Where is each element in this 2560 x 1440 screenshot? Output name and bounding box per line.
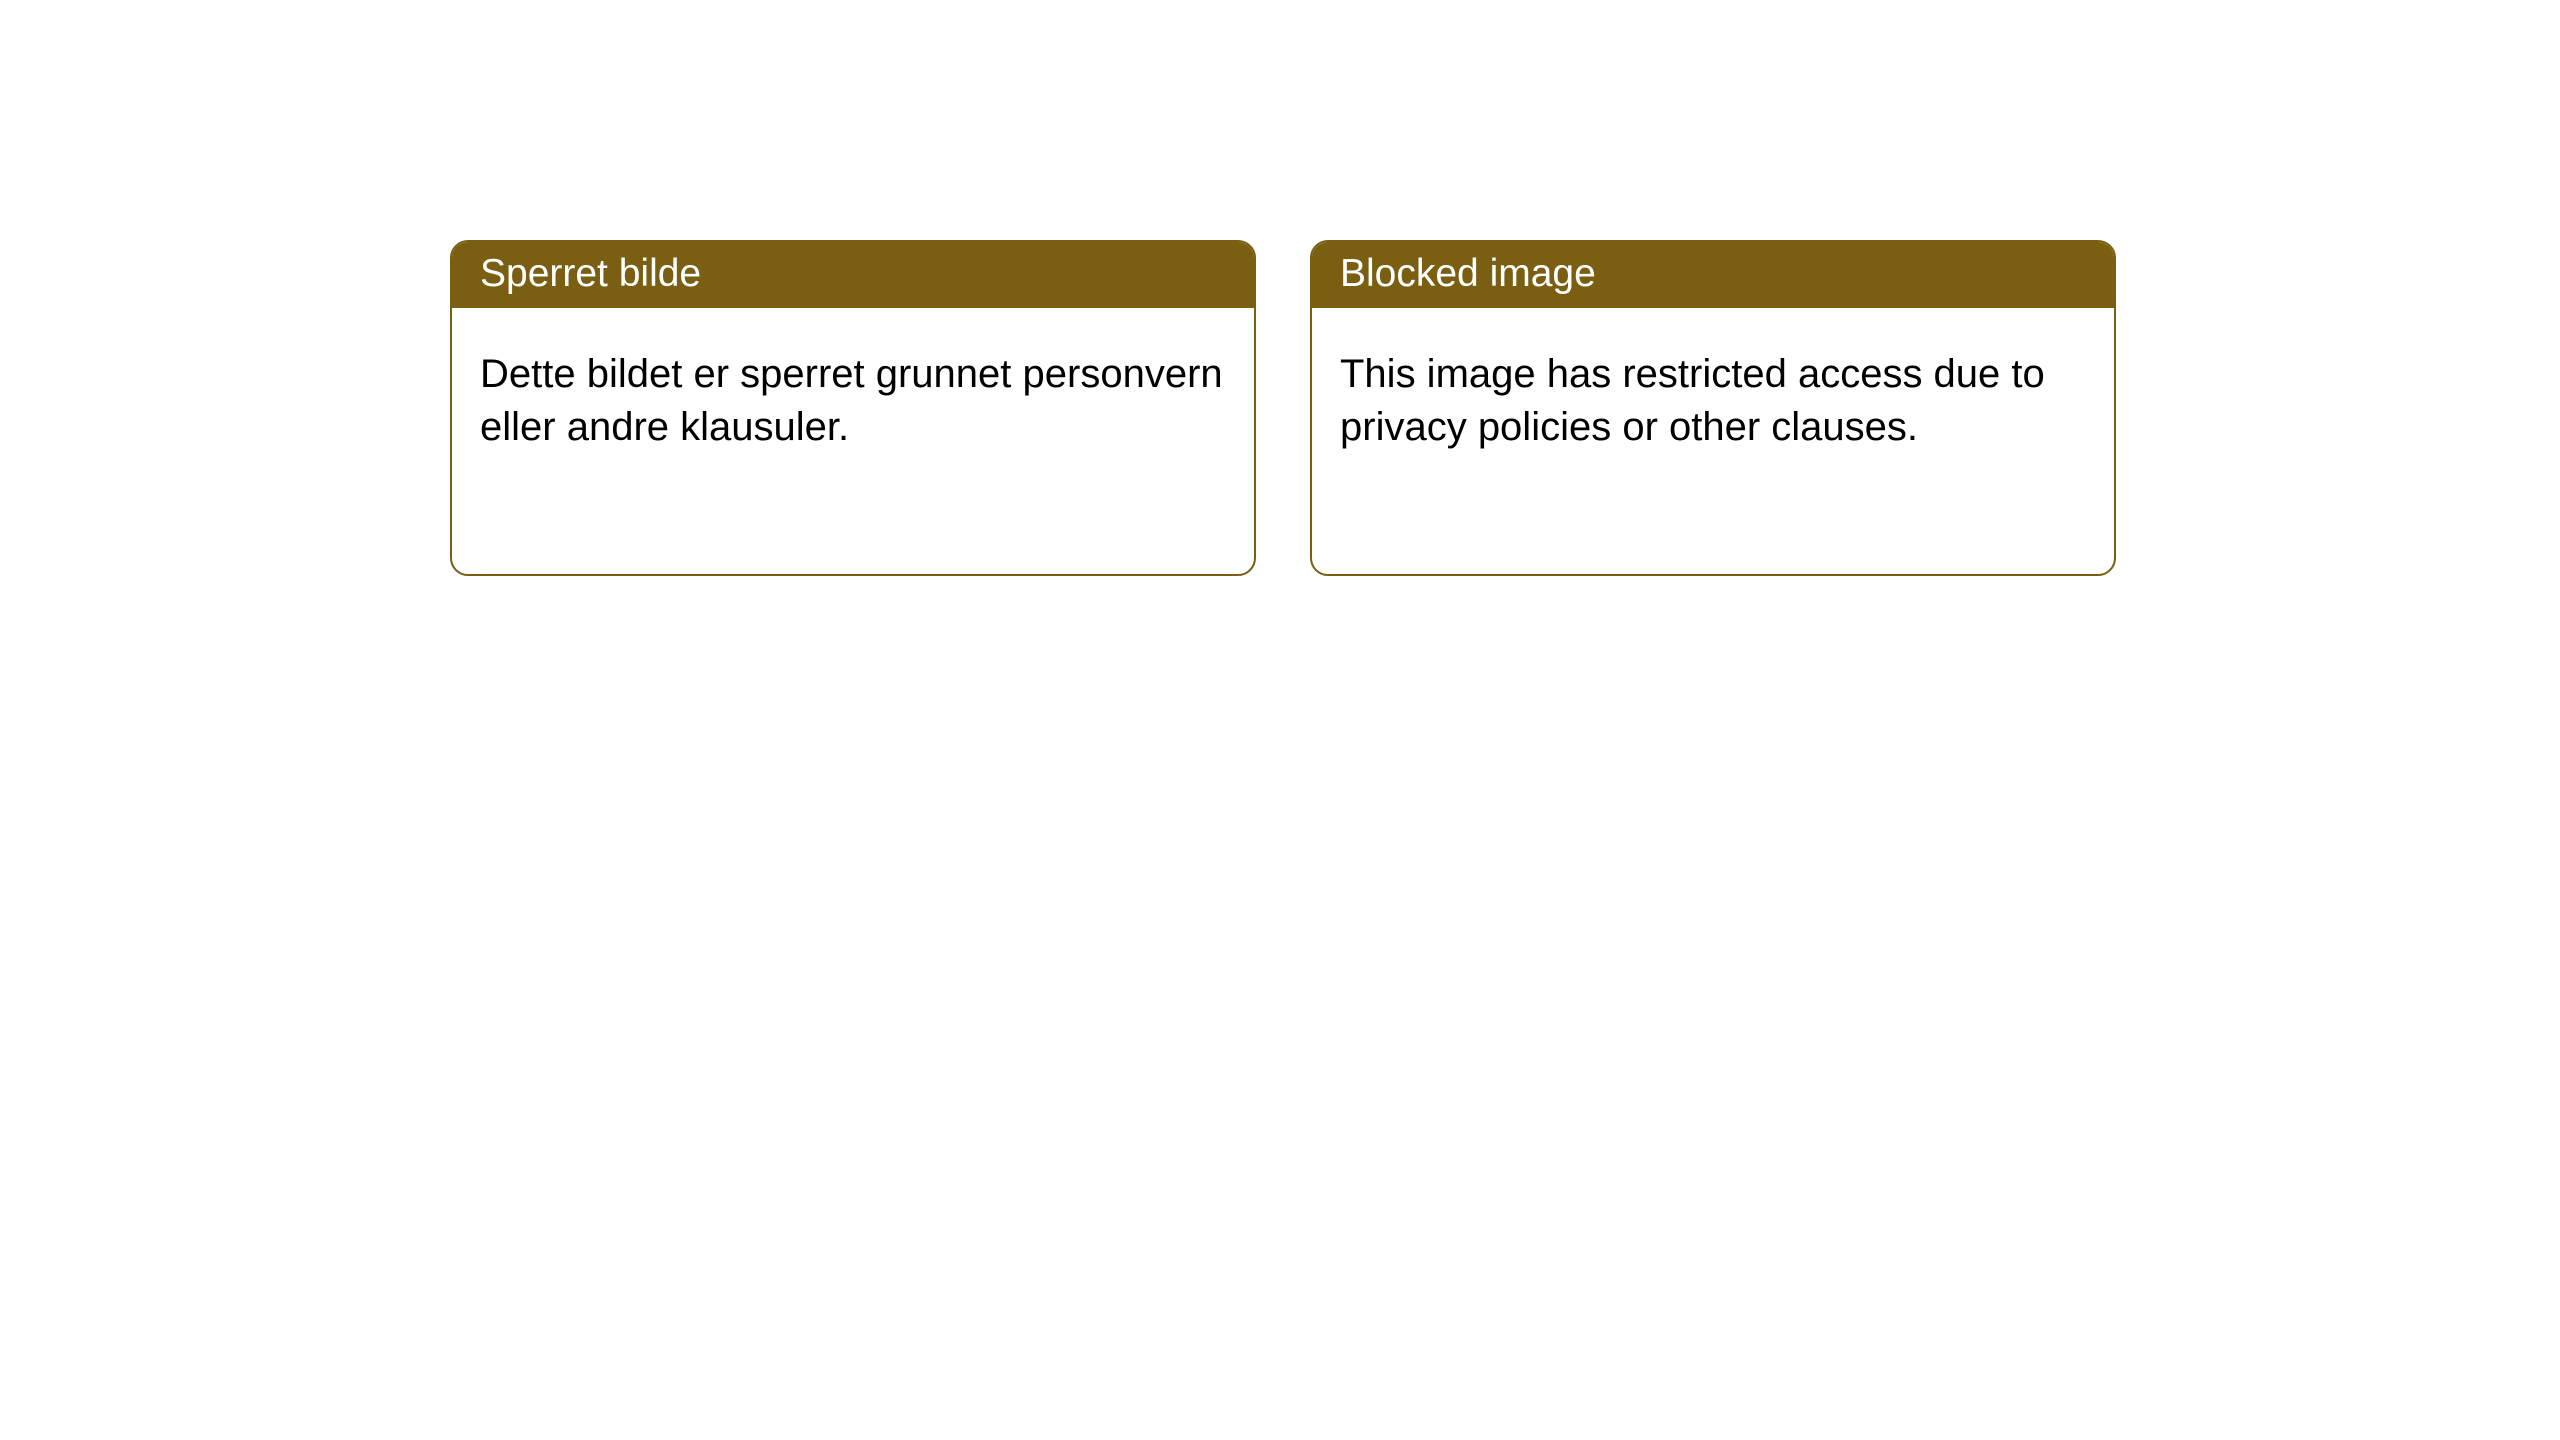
notice-container: Sperret bilde Dette bildet er sperret gr… xyxy=(0,0,2560,576)
notice-header-no: Sperret bilde xyxy=(452,242,1254,308)
notice-card-en: Blocked image This image has restricted … xyxy=(1310,240,2116,576)
notice-body-en: This image has restricted access due to … xyxy=(1312,308,2114,482)
notice-card-no: Sperret bilde Dette bildet er sperret gr… xyxy=(450,240,1256,576)
notice-header-en: Blocked image xyxy=(1312,242,2114,308)
notice-body-no: Dette bildet er sperret grunnet personve… xyxy=(452,308,1254,482)
